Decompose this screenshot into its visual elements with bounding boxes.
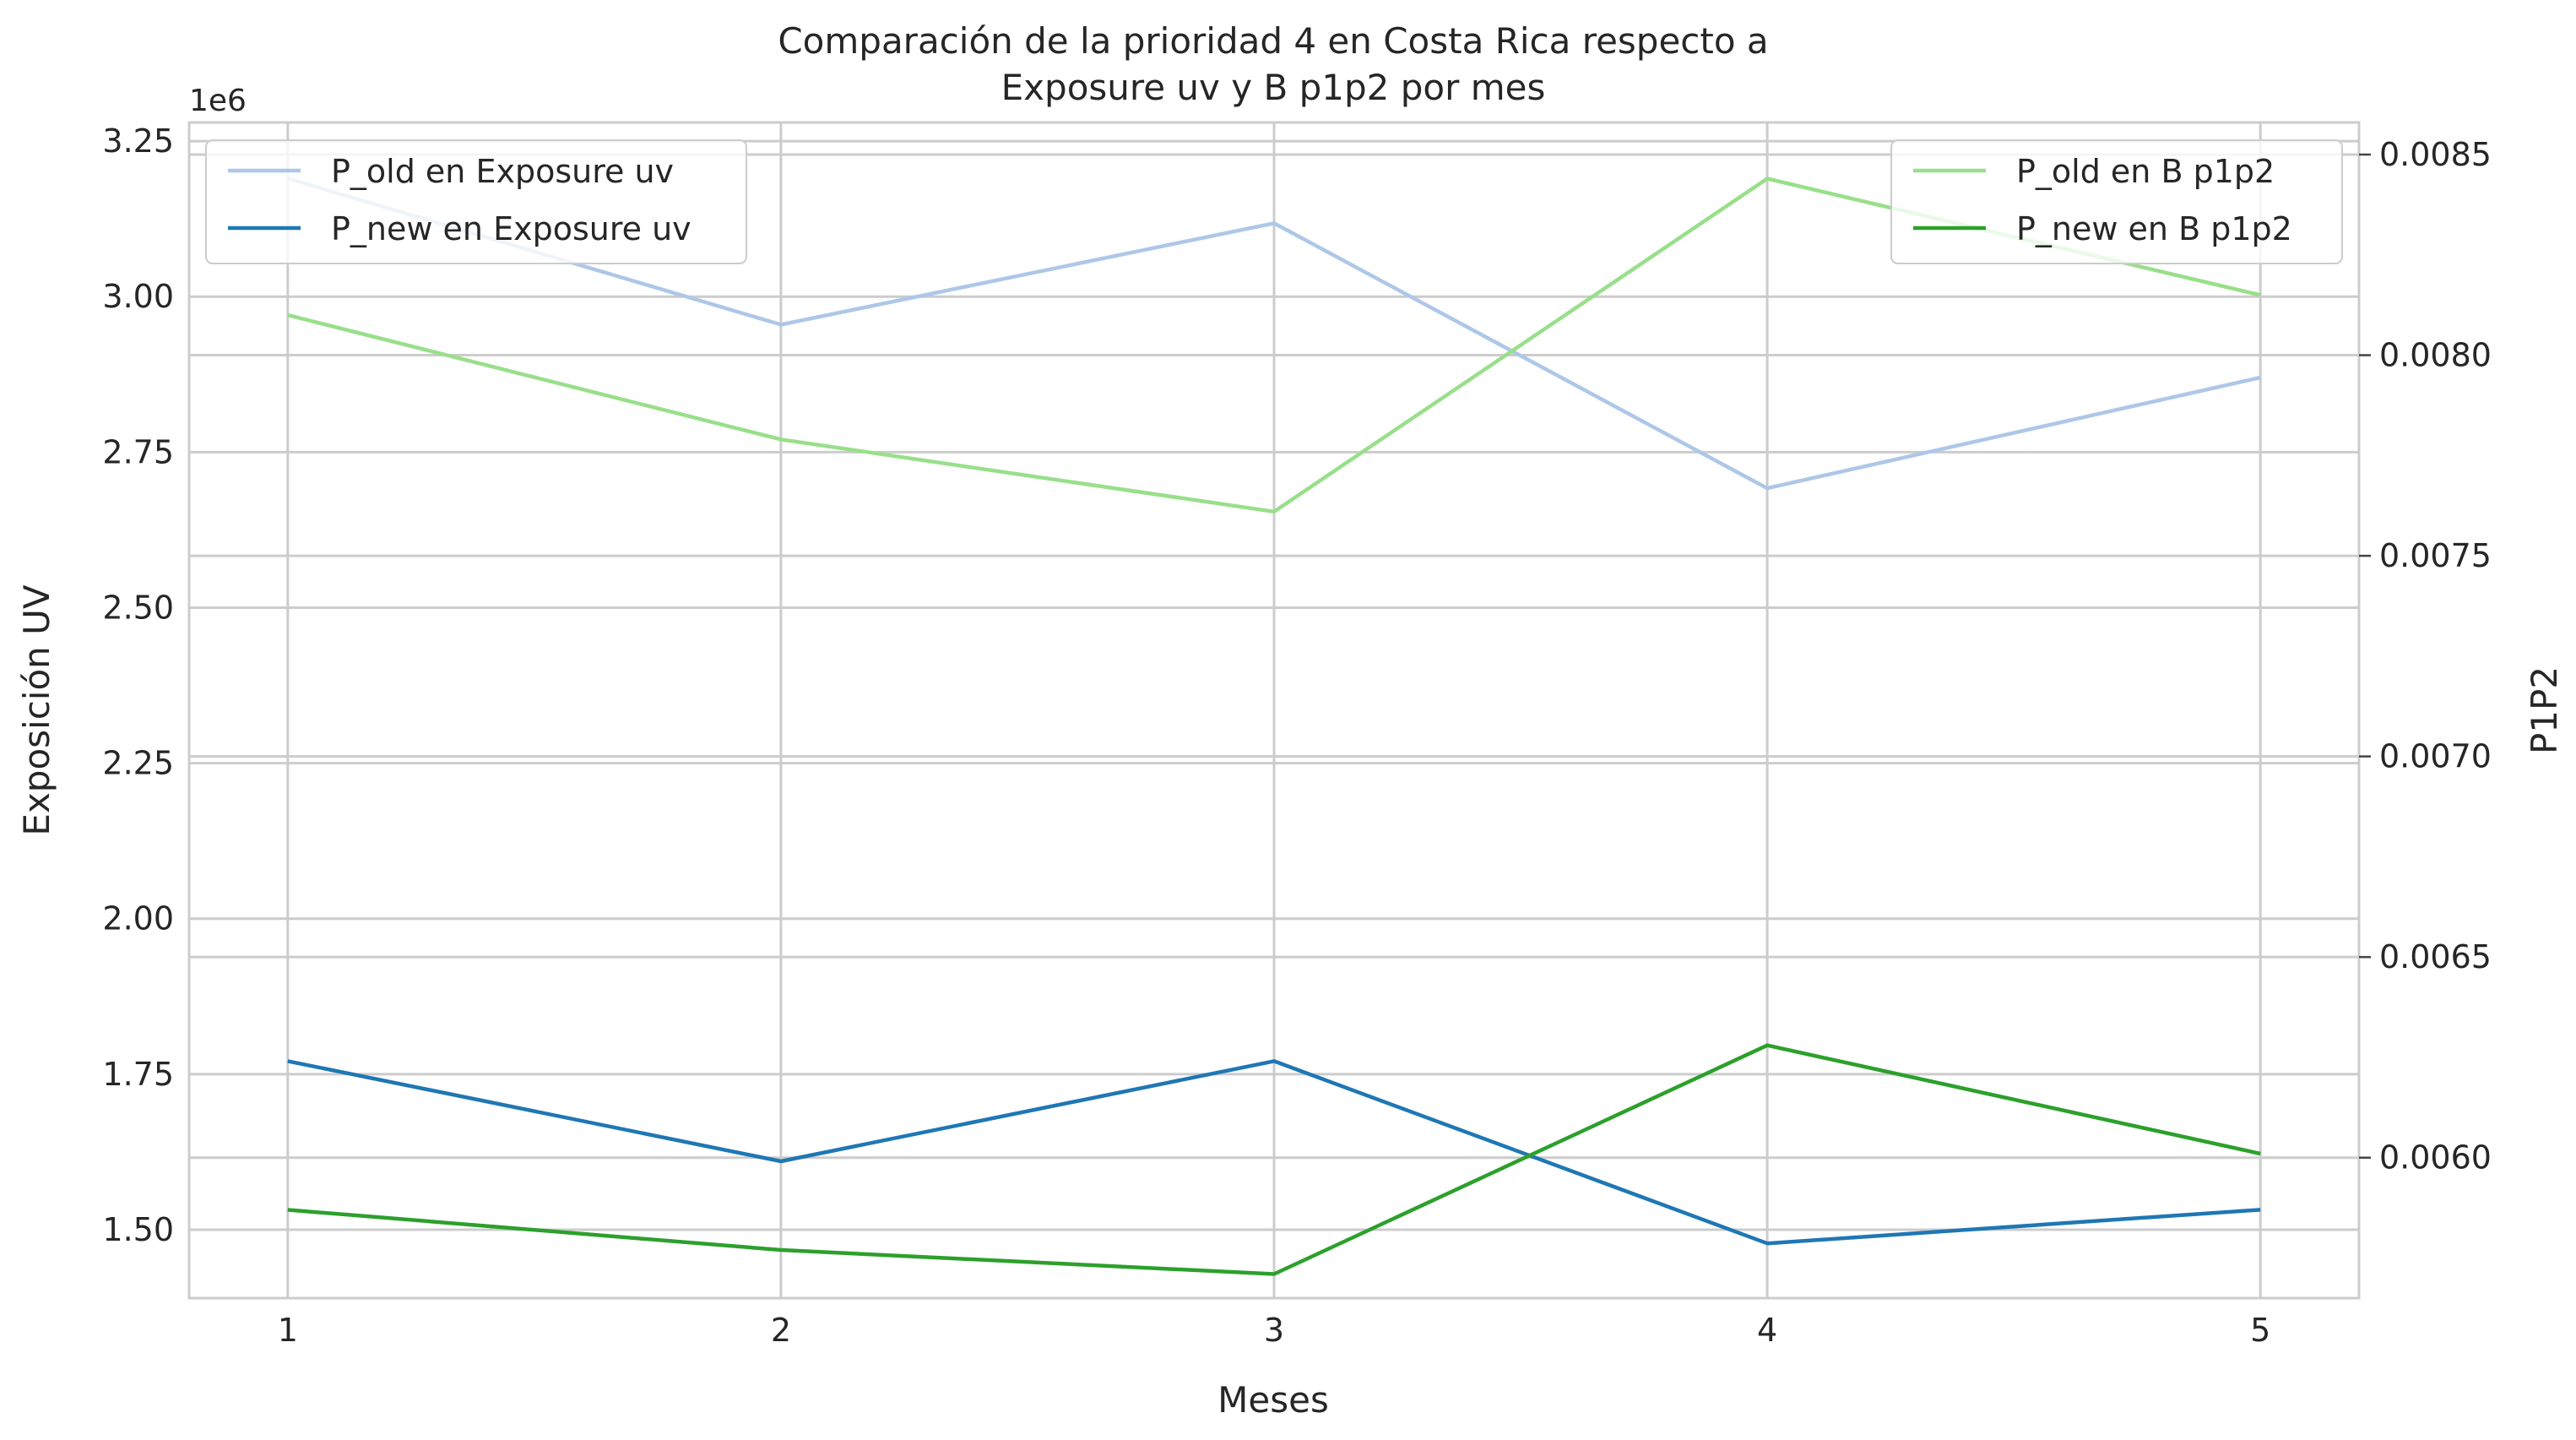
right-y-tick-label: 0.0065: [2379, 938, 2492, 975]
legend-label-p-old-b-p1p2: P_old en B p1p2: [2016, 153, 2275, 190]
legend-left-box: [205, 139, 747, 264]
left-y-tick-label: 1.50: [102, 1211, 174, 1248]
x-axis-label: Meses: [1217, 1379, 1329, 1421]
left-y-tick-label: 2.25: [102, 745, 174, 782]
right-y-axis-label: P1P2: [2524, 666, 2565, 754]
x-axis: 1 2 3 4 5: [278, 1312, 2271, 1349]
left-y-axis: 1.50 1.75 2.00 2.25 2.50 2.75 3.00 3.25: [102, 122, 174, 1248]
x-tick-label: 3: [1264, 1312, 1284, 1349]
left-y-tick-label: 2.50: [102, 589, 174, 626]
legend-right: P_old en B p1p2 P_new en B p1p2: [1890, 139, 2343, 264]
x-tick-label: 5: [2250, 1312, 2270, 1349]
legend-label-p-old-exposure-uv: P_old en Exposure uv: [331, 153, 674, 190]
right-y-tick-label: 0.0085: [2379, 136, 2492, 173]
left-y-tick-label: 1.75: [102, 1056, 174, 1093]
legend-right-box: [1890, 139, 2343, 264]
right-y-tick-label: 0.0060: [2379, 1139, 2492, 1176]
legend-left: P_old en Exposure uv P_new en Exposure u…: [205, 139, 747, 264]
series-line-p-old-en-exposure-uv: [287, 177, 2261, 491]
chart-title-line-2: Exposure uv y B p1p2 por mes: [1001, 67, 1546, 108]
left-y-tick-label: 2.00: [102, 900, 174, 937]
x-tick-label: 4: [1757, 1312, 1777, 1349]
series-line-p-new-en-b-p1p2: [287, 1043, 2261, 1276]
left-offset-label: 1e6: [189, 84, 247, 118]
right-y-tick-label: 0.0070: [2379, 738, 2492, 775]
left-y-tick-label: 2.75: [102, 433, 174, 470]
right-y-tick-label: 0.0075: [2379, 537, 2492, 574]
left-y-tick-label: 3.25: [102, 122, 174, 160]
chart-title-line-1: Comparación de la prioridad 4 en Costa R…: [778, 20, 1768, 62]
right-y-axis: 0.0060 0.0065 0.0070 0.0075 0.0080 0.0085: [2359, 136, 2492, 1176]
left-y-tick-label: 3.00: [102, 278, 174, 315]
legend-label-p-new-b-p1p2: P_new en B p1p2: [2016, 210, 2292, 247]
x-tick-label: 2: [771, 1312, 791, 1349]
right-y-tick-label: 0.0080: [2379, 337, 2492, 374]
legend-label-p-new-exposure-uv: P_new en Exposure uv: [331, 210, 691, 247]
series-line-p-new-en-exposure-uv: [287, 1059, 2261, 1246]
left-y-axis-label: Exposición UV: [16, 584, 57, 835]
x-tick-label: 1: [278, 1312, 298, 1349]
plot-frame: [187, 121, 2361, 1300]
